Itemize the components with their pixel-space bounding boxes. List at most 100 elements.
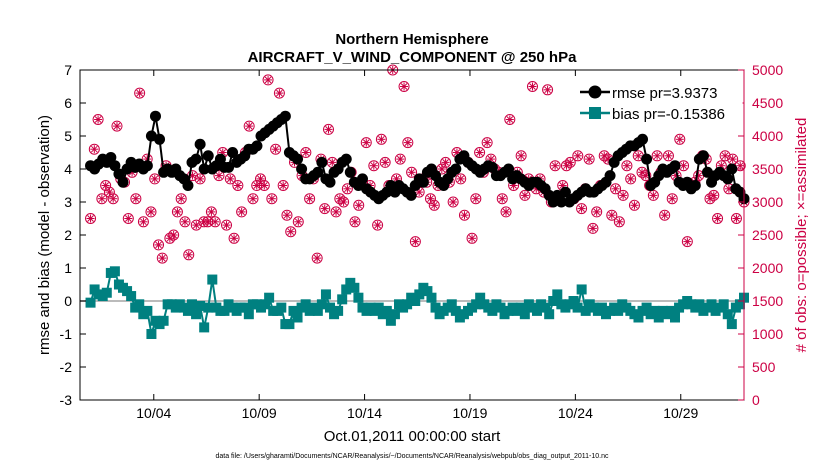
- assimilated-stroke: [498, 195, 506, 203]
- x-tick-label: 10/04: [136, 405, 171, 421]
- assimilated-obs-marker: [502, 207, 511, 216]
- possible-obs-marker: [428, 199, 440, 211]
- bias-point: [540, 302, 551, 313]
- bias-point: [548, 296, 559, 306]
- chart-title: Northern Hemisphere: [335, 31, 488, 48]
- bias-point: [320, 289, 331, 300]
- possible-obs-marker: [515, 150, 527, 162]
- assimilated-stroke: [461, 211, 468, 219]
- assimilated-stroke: [264, 76, 272, 84]
- assimilated-obs-marker: [192, 221, 201, 230]
- assimilated-stroke: [94, 116, 102, 123]
- assimilated-obs-marker: [233, 181, 242, 190]
- assimilated-stroke: [631, 201, 638, 209]
- bias-point: [734, 299, 745, 310]
- assimilated-stroke: [612, 185, 619, 193]
- rmse-series: [85, 110, 750, 208]
- assimilated-stroke: [140, 218, 147, 226]
- assimilated-obs-marker: [660, 211, 669, 220]
- possible-obs-marker: [330, 206, 342, 218]
- possible-obs-marker: [712, 213, 724, 224]
- possible-obs-marker: [107, 193, 119, 205]
- bias-point: [641, 302, 652, 313]
- assimilated-stroke: [185, 251, 193, 259]
- bias-point: [580, 305, 591, 316]
- assimilated-stroke: [362, 139, 370, 146]
- assimilated-obs-marker: [517, 151, 526, 160]
- assimilated-obs-marker: [475, 148, 484, 157]
- assimilated-obs-marker: [437, 165, 446, 173]
- y-tick-label: 0: [64, 293, 72, 309]
- possible-obs-marker: [651, 150, 663, 162]
- bias-point: [649, 305, 660, 316]
- possible-obs-marker: [292, 216, 304, 228]
- assimilated-obs-marker: [150, 174, 159, 183]
- rmse-point: [503, 163, 515, 175]
- bias-point: [337, 294, 348, 305]
- assimilated-stroke: [260, 182, 268, 189]
- assimilated-stroke: [468, 234, 476, 242]
- assimilated-stroke: [453, 149, 461, 156]
- assimilated-stroke: [272, 145, 279, 153]
- assimilated-stroke: [665, 152, 672, 160]
- bias-point: [288, 305, 299, 316]
- assimilated-stroke: [174, 208, 181, 216]
- assimilated-obs-marker: [471, 194, 480, 203]
- assimilated-obs-marker: [248, 194, 257, 203]
- assimilated-stroke: [344, 185, 351, 193]
- possible-obs-marker: [681, 236, 693, 248]
- assimilated-obs-marker: [264, 75, 273, 84]
- assimilated-obs-marker: [286, 227, 295, 236]
- bias-point: [532, 305, 543, 316]
- rmse-point: [324, 176, 336, 188]
- assimilated-stroke: [551, 162, 559, 170]
- assimilated-obs-marker: [588, 224, 597, 233]
- bias-point: [726, 319, 737, 330]
- possible-obs-marker: [190, 219, 202, 231]
- rmse-point: [697, 150, 709, 162]
- assimilated-obs-marker: [169, 231, 178, 239]
- bias-point: [446, 299, 457, 310]
- rmse-point: [689, 180, 701, 191]
- bias-point: [101, 287, 112, 298]
- possible-obs-marker: [224, 173, 236, 185]
- y-right-tick-label: 2000: [752, 260, 783, 276]
- bias-point: [519, 309, 530, 320]
- assimilated-stroke: [653, 152, 661, 160]
- rmse-point: [223, 161, 235, 173]
- assimilated-stroke: [306, 195, 313, 203]
- assimilated-obs-marker: [709, 191, 718, 200]
- assimilated-stroke: [661, 211, 669, 219]
- assimilated-stroke: [253, 182, 261, 189]
- rmse-point: [316, 156, 328, 168]
- bias-point: [134, 299, 145, 310]
- assimilated-stroke: [566, 159, 574, 166]
- y-tick-label: 6: [64, 95, 72, 111]
- assimilated-stroke: [374, 221, 381, 229]
- assimilated-stroke: [113, 122, 121, 130]
- bias-point: [243, 309, 254, 320]
- possible-obs-marker: [617, 189, 629, 201]
- assimilated-obs-marker: [664, 151, 673, 160]
- possible-obs-marker: [273, 87, 285, 99]
- assimilated-obs-marker: [626, 174, 635, 183]
- bias-point: [576, 284, 587, 295]
- assimilated-stroke: [457, 175, 465, 183]
- bias-point: [568, 296, 579, 306]
- rmse-point: [405, 189, 417, 201]
- assimilated-stroke: [544, 86, 551, 94]
- possible-obs-marker: [175, 193, 187, 205]
- assimilated-stroke: [396, 155, 404, 163]
- assimilated-obs-marker: [577, 204, 586, 213]
- assimilated-obs-marker: [407, 168, 416, 177]
- possible-obs-marker: [100, 180, 112, 191]
- bias-point: [187, 299, 198, 310]
- bias-point: [292, 312, 303, 323]
- y-tick-label: 2: [64, 227, 72, 243]
- assimilated-stroke: [506, 116, 514, 123]
- assimilated-obs-marker: [615, 217, 624, 226]
- possible-obs-marker: [255, 173, 267, 185]
- data-file-footnote: data file: /Users/gharamti/Documents/NCA…: [215, 453, 609, 460]
- assimilated-stroke: [430, 201, 438, 209]
- bias-point: [284, 319, 295, 330]
